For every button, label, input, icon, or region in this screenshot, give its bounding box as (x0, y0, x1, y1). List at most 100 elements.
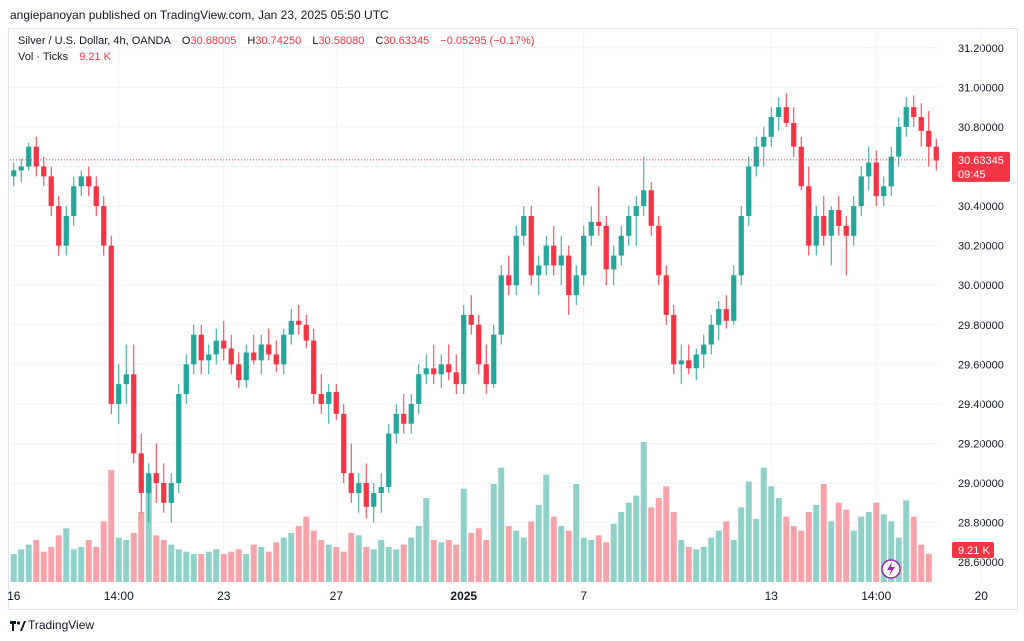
volume-bar (745, 481, 752, 582)
candle-body (783, 107, 789, 123)
high-value: 30.74250 (255, 35, 302, 47)
volume-bar (258, 547, 265, 582)
volume-bar (490, 484, 497, 582)
x-tick-label: 23 (217, 589, 231, 603)
candle-body (588, 221, 594, 236)
candle-body (423, 368, 429, 375)
candle-body (791, 122, 797, 147)
volume-badge-bg (952, 542, 994, 558)
volume-bar (363, 547, 370, 582)
volume-bar (595, 535, 602, 582)
candle-body (753, 146, 759, 167)
candle-body (41, 166, 47, 177)
candle-body (911, 107, 917, 118)
candle-body (626, 215, 632, 236)
volume-bar (145, 477, 152, 582)
volume-bar (820, 484, 827, 582)
candle-body (858, 176, 864, 207)
candle-body (393, 413, 399, 434)
change-value: −0.05295 (−0.17%) (440, 35, 535, 47)
volume-bar (888, 521, 895, 582)
volume-bar (468, 533, 475, 582)
candle-body (123, 374, 129, 385)
candle-body (311, 340, 317, 395)
volume-bar (108, 470, 115, 582)
volume-bar (220, 554, 227, 582)
volume-bar (385, 547, 392, 582)
volume-bar (693, 549, 700, 582)
volume-bar (310, 530, 317, 582)
volume-bar (70, 549, 77, 582)
symbol-label[interactable]: Silver / U.S. Dollar, 4h, OANDA (18, 35, 171, 47)
x-tick-label: 13 (765, 589, 779, 603)
volume-bar (903, 500, 910, 582)
volume-bar (235, 549, 242, 582)
volume-bar (670, 512, 677, 582)
volume-bar (93, 547, 100, 582)
volume-bar (123, 540, 130, 582)
footer-brand[interactable]: TradingView (10, 618, 94, 632)
volume-bar (303, 516, 310, 582)
candle-body (213, 340, 219, 355)
volume-bar (475, 528, 482, 582)
lightning-glyph (887, 562, 895, 576)
volume-bar (250, 544, 257, 582)
candle-body (258, 344, 264, 361)
candle-body (356, 483, 362, 493)
candle-body (521, 215, 527, 236)
volume-bar (760, 467, 767, 582)
candle-body (318, 394, 324, 404)
candle-body (191, 334, 197, 365)
candle-body (56, 206, 62, 246)
candle-body (896, 126, 902, 157)
volume-bar (63, 528, 70, 582)
volume-bar (655, 498, 662, 582)
candle-body (461, 314, 467, 385)
volume-bar (265, 551, 272, 582)
volume-bar (78, 547, 85, 582)
candle-body (438, 364, 444, 375)
candle-body (378, 487, 384, 493)
candle-body (341, 413, 347, 474)
candle-body (918, 117, 924, 131)
volume-bar (528, 521, 535, 582)
volume-bar (393, 549, 400, 582)
volume-bar (685, 547, 692, 582)
volume-bar (843, 509, 850, 582)
volume-bar (100, 521, 107, 582)
candle-body (108, 245, 114, 404)
volume-bar (445, 540, 452, 582)
candle-body (603, 225, 609, 270)
volume-bar (520, 537, 527, 582)
candle-body (536, 265, 542, 276)
volume-bar (460, 488, 467, 582)
candle-body (821, 215, 827, 236)
candle-body (618, 235, 624, 256)
volume-bar (40, 551, 47, 582)
candle-body (78, 176, 84, 187)
volume-bar (355, 535, 362, 582)
volume-bar (708, 537, 715, 582)
candle-body (686, 360, 692, 369)
candle-body (836, 210, 842, 226)
candle-body (581, 235, 587, 276)
volume-bar (625, 502, 632, 582)
candle-body (828, 210, 834, 236)
candle-body (93, 186, 99, 207)
candle-body (513, 235, 519, 286)
volume-bar (160, 540, 167, 582)
volume-bar (483, 540, 490, 582)
volume-bar (700, 547, 707, 582)
volume-bar (318, 540, 325, 582)
volume-bar (835, 502, 842, 582)
volume-label[interactable]: Vol · Ticks (18, 51, 69, 63)
volume-bar (408, 537, 415, 582)
candle-body (873, 162, 879, 197)
candle-body (483, 364, 489, 385)
candle-body (768, 117, 774, 137)
candle-body (401, 413, 407, 424)
candle-body (738, 215, 744, 276)
volume-bar (498, 467, 505, 582)
volume-bar (850, 530, 857, 582)
